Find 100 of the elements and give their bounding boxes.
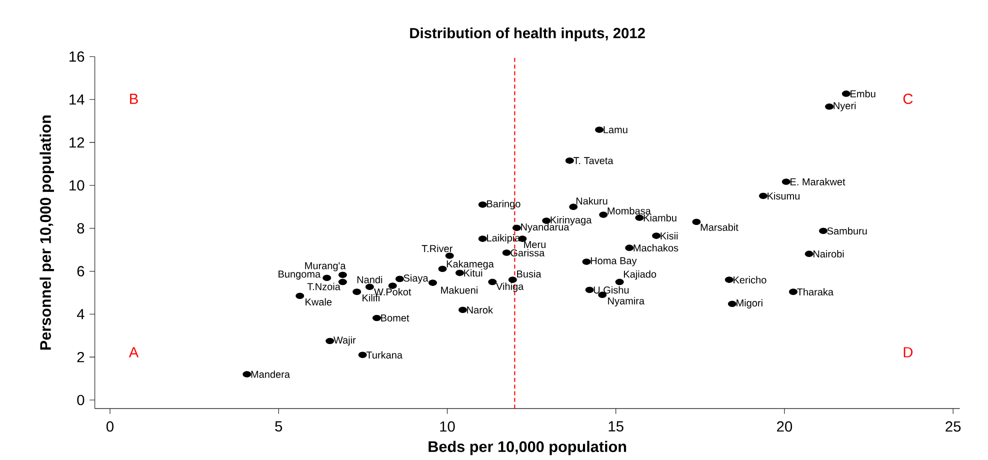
annotation: C xyxy=(903,94,913,104)
point xyxy=(338,272,347,278)
annotation: Nyeri xyxy=(834,102,856,112)
x-tick-label: 15 xyxy=(608,422,624,432)
annotation: Turkana xyxy=(366,351,403,359)
annotation: B xyxy=(130,94,138,104)
annotation: Wajir xyxy=(334,336,356,346)
annotation: Kajiado xyxy=(624,270,656,280)
point xyxy=(322,274,332,282)
annotation: T. Taveta xyxy=(573,157,614,164)
annotation: Nairobi xyxy=(814,250,844,258)
annotation: Nyamira xyxy=(608,297,645,307)
annotation: Narok xyxy=(467,306,494,314)
point xyxy=(296,292,304,300)
annotation: Nandi xyxy=(357,276,382,284)
point xyxy=(478,236,487,242)
point xyxy=(458,306,468,314)
point xyxy=(599,212,608,218)
point xyxy=(692,218,701,226)
point xyxy=(512,224,521,232)
annotation: U.Gishu xyxy=(594,286,629,294)
x-tick-label: 0 xyxy=(106,422,114,432)
point xyxy=(358,352,367,358)
annotation: Homa Bay xyxy=(590,258,637,266)
annotation: Kisii xyxy=(660,232,678,240)
annotation: A xyxy=(128,347,139,358)
point xyxy=(818,228,828,234)
point xyxy=(842,90,850,98)
point xyxy=(782,178,790,186)
annotation: Lamu xyxy=(604,126,628,134)
y-tick-label: 14 xyxy=(70,94,84,105)
annotation: Kwale xyxy=(306,298,332,306)
y-tick-label: 4 xyxy=(76,309,84,320)
point xyxy=(615,279,624,286)
annotation: Kericho xyxy=(734,276,766,284)
point xyxy=(502,250,511,256)
annotation: Mandera xyxy=(251,370,290,378)
x-tick-label: 20 xyxy=(777,422,792,432)
point xyxy=(825,104,834,110)
annotation: E. Marakwet xyxy=(790,178,846,186)
annotation: Bungoma xyxy=(278,270,321,280)
y-tick-label: 12 xyxy=(70,138,84,148)
annotation: Tharaka xyxy=(797,288,834,296)
annotation: Busia xyxy=(517,270,542,278)
point xyxy=(478,202,487,208)
annotation: Embu xyxy=(850,90,876,98)
annotation: Nakuru xyxy=(576,197,608,205)
point xyxy=(652,232,661,240)
point xyxy=(438,266,447,272)
annotation: Nyandarua xyxy=(521,223,570,233)
point xyxy=(352,288,362,296)
point xyxy=(569,204,578,210)
y-tick-label: 2 xyxy=(77,352,84,362)
annotation: Kakamega xyxy=(446,260,494,270)
annotation: Siaya xyxy=(404,274,428,284)
annotation: Makueni xyxy=(441,286,478,294)
annotation: Meru xyxy=(524,241,546,248)
y-tick-label: 8 xyxy=(77,223,84,234)
annotation: Kitui xyxy=(464,269,482,277)
point xyxy=(455,270,464,276)
annotation: Bomet xyxy=(381,314,410,322)
y-axis-title: Personnel per 10,000 population xyxy=(40,116,54,350)
annotation: Migori xyxy=(736,299,762,309)
annotation: Kilifi xyxy=(362,294,380,302)
y-tick-label: 6 xyxy=(77,266,84,277)
point xyxy=(724,276,734,284)
point xyxy=(758,192,768,200)
x-axis-title: Beds per 10,000 population xyxy=(428,441,626,456)
annotation: Samburu xyxy=(827,227,867,235)
point xyxy=(365,284,374,290)
y-tick-label: 10 xyxy=(70,180,84,191)
point xyxy=(565,158,574,164)
point xyxy=(445,252,454,260)
annotation: Machakos xyxy=(634,244,678,252)
point xyxy=(625,244,634,252)
annotation: W.Pokot xyxy=(374,288,412,296)
x-tick-label: 10 xyxy=(440,422,455,432)
annotation: Marsabit xyxy=(700,224,738,232)
point xyxy=(428,280,438,286)
x-tick-label: 25 xyxy=(946,422,961,432)
y-tick-label: 0 xyxy=(77,395,84,406)
point xyxy=(728,300,736,308)
annotation: Baringo xyxy=(487,200,520,210)
point xyxy=(582,258,591,266)
annotation: Murang'a xyxy=(305,262,346,272)
annotation: Kirinyaga xyxy=(550,216,592,226)
annotation: Mombasa xyxy=(608,207,651,215)
point xyxy=(804,250,814,258)
point xyxy=(585,286,594,294)
point xyxy=(395,276,404,282)
annotation: T.River xyxy=(422,245,452,252)
y-tick-label: 16 xyxy=(70,52,84,62)
annotation: D xyxy=(904,347,913,358)
chart-title: Distribution of health inputs, 2012 xyxy=(410,28,645,42)
annotation: Kisumu xyxy=(768,192,800,200)
x-tick-label: 5 xyxy=(275,422,282,432)
annotation: T.Nzoia xyxy=(307,283,340,290)
point xyxy=(242,371,252,378)
point xyxy=(488,279,497,286)
point xyxy=(595,126,604,134)
